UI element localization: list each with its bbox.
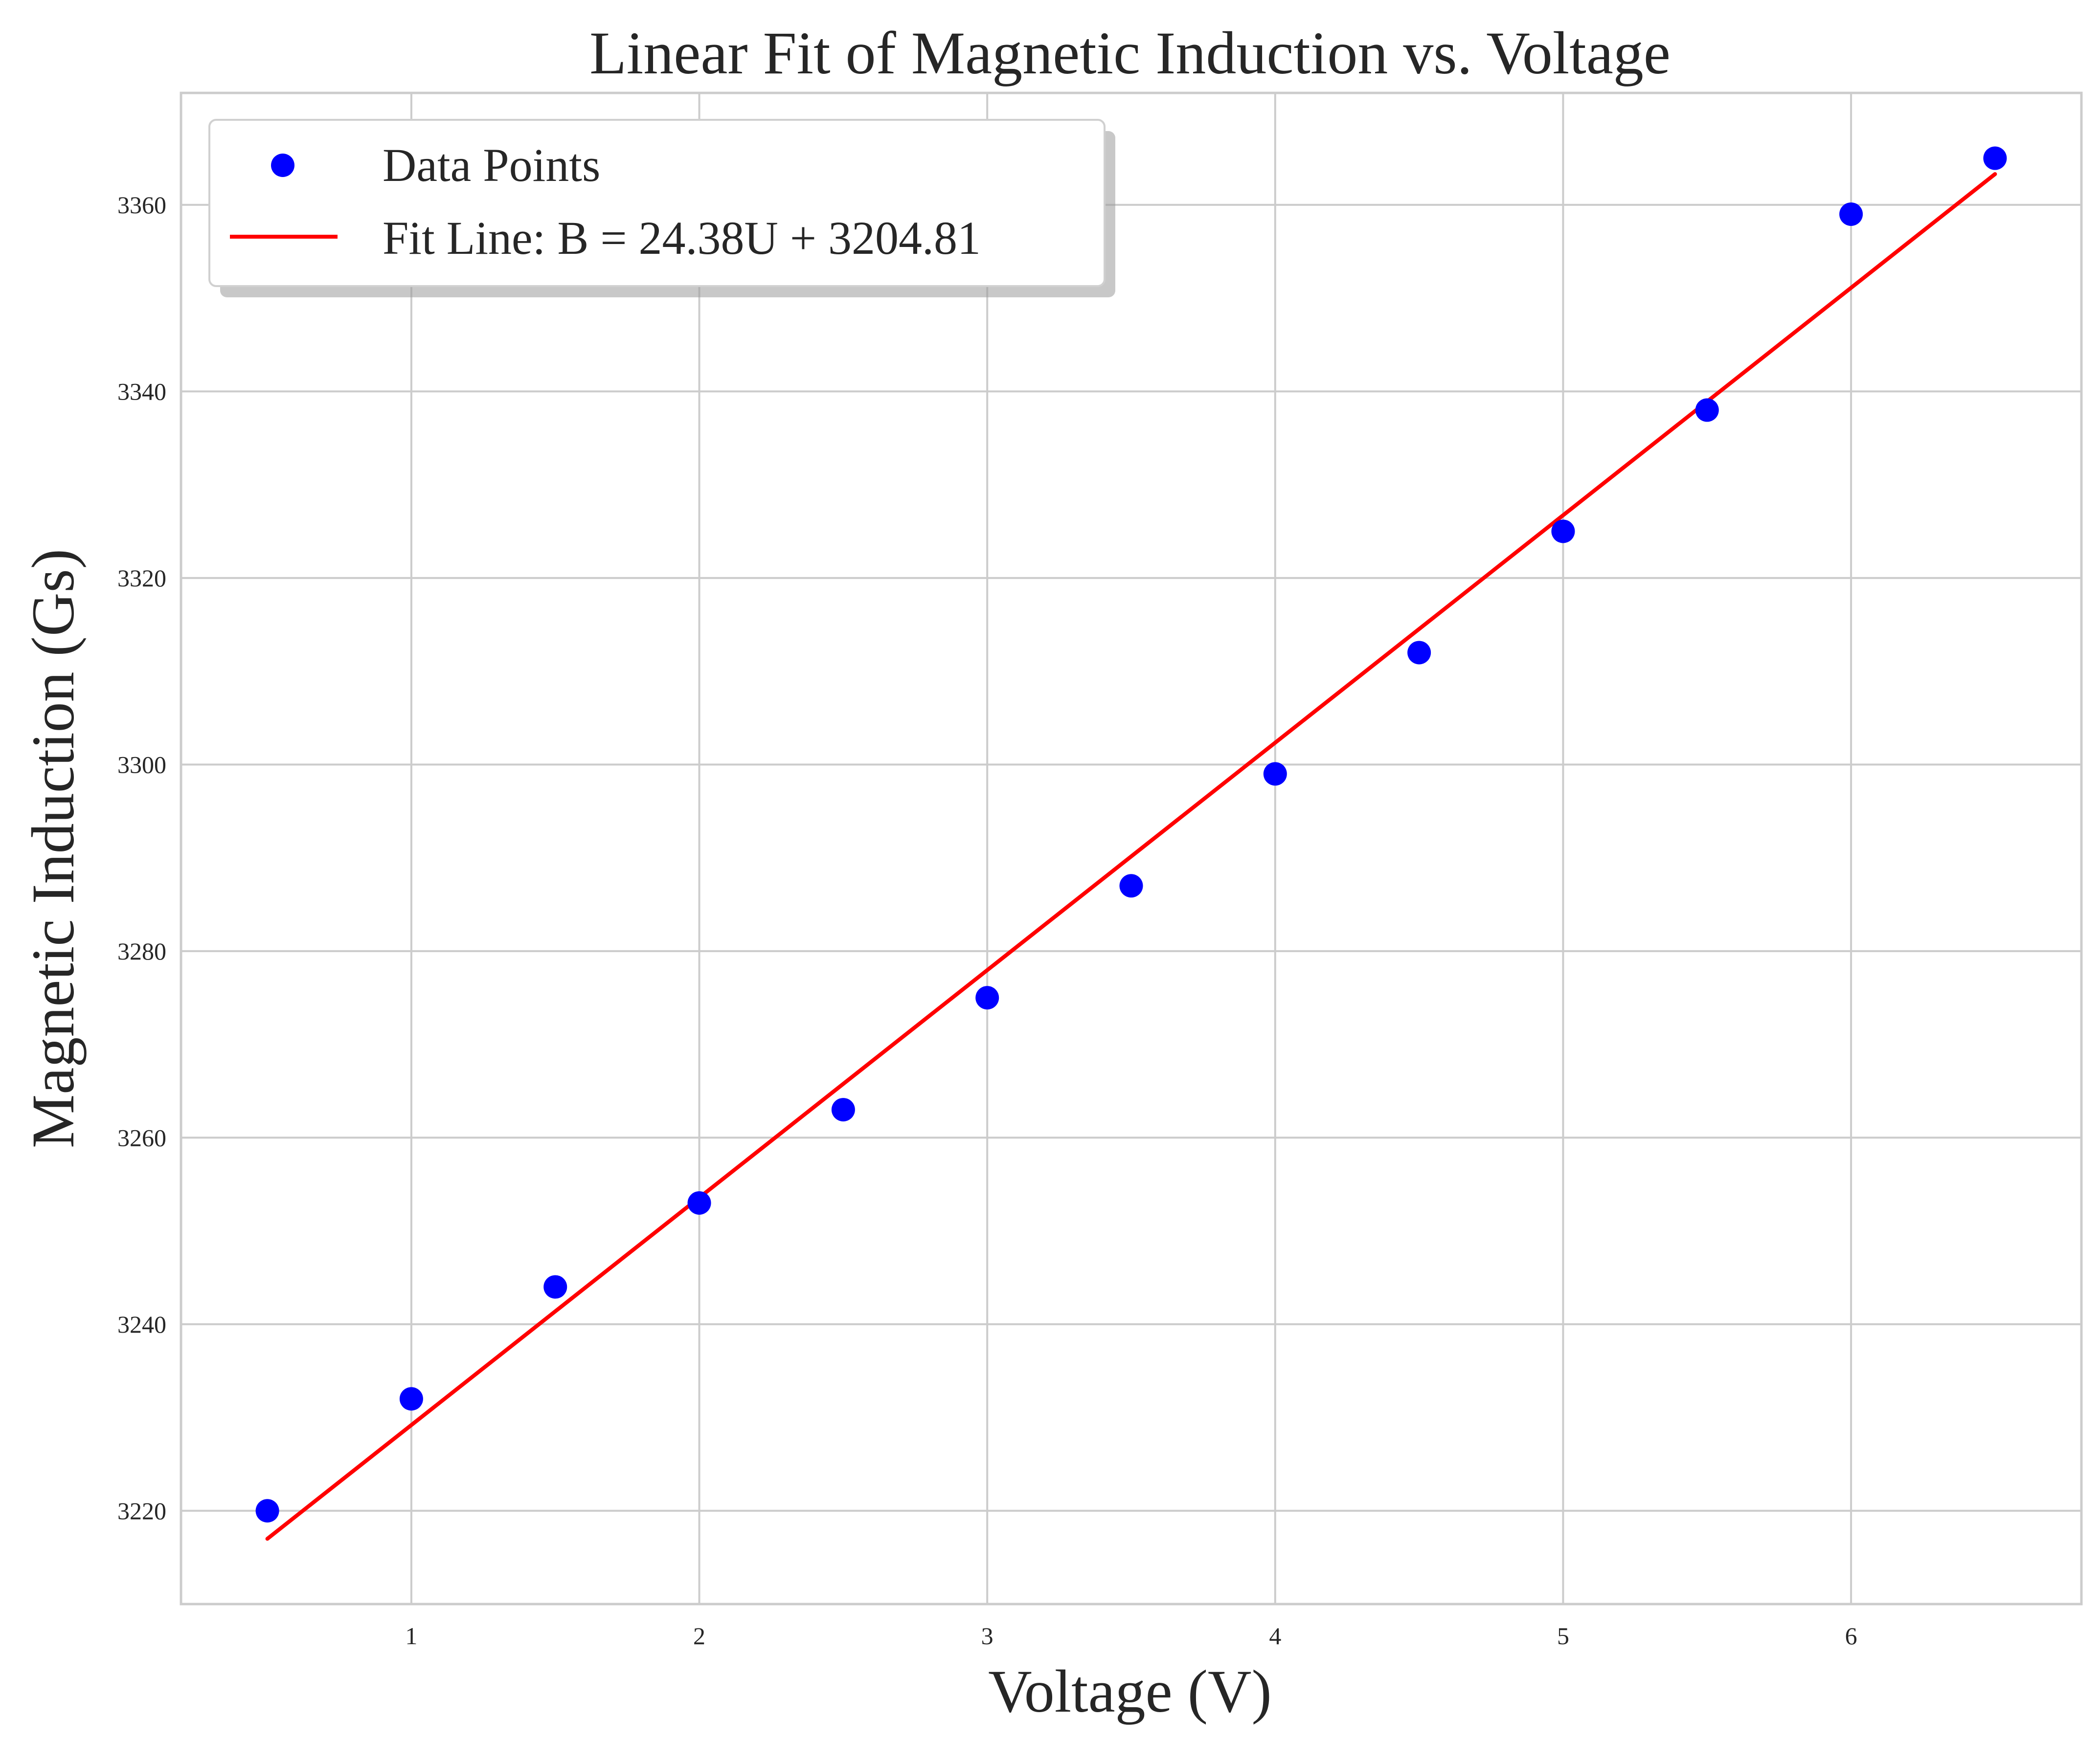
- y-axis-ticks: 3220 3240 3260 3280 3300 3320 3340 3360: [117, 191, 166, 1524]
- plot-frame: [180, 91, 2083, 1606]
- chart-title: Linear Fit of Magnetic Induction vs. Vol…: [589, 20, 1671, 87]
- x-tick-label: 2: [693, 1622, 705, 1650]
- y-tick-label: 3280: [117, 937, 166, 965]
- data-point: [1263, 762, 1287, 786]
- y-tick-label: 3240: [117, 1311, 166, 1338]
- legend-box: [208, 119, 1106, 287]
- data-point: [687, 1191, 711, 1215]
- data-point: [1839, 202, 1863, 226]
- legend: Data Points Fit Line: B = 24.38U + 3204.…: [208, 119, 1115, 297]
- legend-marker-data-points: [271, 154, 294, 177]
- data-point: [975, 986, 999, 1010]
- x-tick-label: 4: [1269, 1622, 1281, 1650]
- y-tick-label: 3320: [117, 564, 166, 592]
- x-axis-label: Voltage (V): [988, 1658, 1272, 1725]
- data-point: [1695, 398, 1719, 422]
- x-axis-ticks: 1 2 3 4 5 6: [405, 1622, 1857, 1650]
- x-tick-label: 5: [1557, 1622, 1569, 1650]
- y-tick-label: 3360: [117, 191, 166, 219]
- y-tick-label: 3220: [117, 1497, 166, 1524]
- y-tick-label: 3260: [117, 1124, 166, 1151]
- data-point: [543, 1275, 567, 1299]
- x-tick-label: 3: [981, 1622, 994, 1650]
- series: [255, 146, 2007, 1541]
- legend-label-data-points: Data Points: [383, 139, 600, 191]
- data-point: [1407, 641, 1431, 665]
- data-point: [1119, 874, 1143, 898]
- legend-label-fit-line: Fit Line: B = 24.38U + 3204.81: [383, 212, 981, 264]
- y-tick-label: 3340: [117, 378, 166, 405]
- data-point: [255, 1499, 279, 1523]
- x-tick-label: 1: [405, 1622, 417, 1650]
- data-point: [1983, 146, 2007, 170]
- x-tick-label: 6: [1845, 1622, 1857, 1650]
- grid: [181, 93, 2081, 1604]
- y-axis-label: Magnetic Induction (Gs): [20, 549, 87, 1148]
- y-tick-label: 3300: [117, 751, 166, 778]
- data-point: [831, 1098, 855, 1122]
- data-point: [399, 1387, 423, 1411]
- data-point: [1551, 519, 1575, 543]
